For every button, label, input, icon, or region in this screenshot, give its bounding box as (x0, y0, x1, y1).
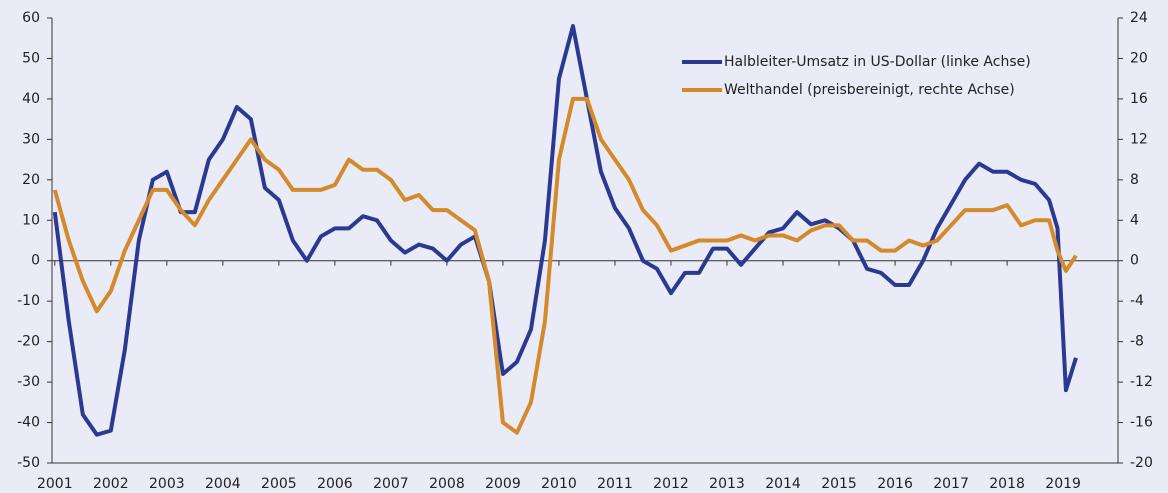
y2-tick-label: -12 (1130, 374, 1153, 390)
x-tick-label: 2017 (933, 476, 969, 492)
y-tick-label: 30 (22, 131, 40, 147)
y-tick-label: 0 (31, 253, 40, 269)
x-tick-label: 2008 (429, 476, 465, 492)
y2-tick-label: 20 (1130, 50, 1148, 66)
legend-label: Halbleiter-Umsatz in US-Dollar (linke Ac… (724, 54, 1031, 70)
y-tick-label: 10 (22, 212, 40, 228)
y2-tick-label: -8 (1130, 334, 1144, 350)
x-tick-label: 2015 (821, 476, 857, 492)
x-tick-label: 2004 (205, 476, 241, 492)
y-tick-label: -30 (17, 374, 40, 390)
x-tick-label: 2012 (653, 476, 689, 492)
y-tick-label: -50 (17, 455, 40, 471)
x-tick-label: 2018 (989, 476, 1025, 492)
x-tick-label: 2014 (765, 476, 801, 492)
x-tick-label: 2010 (541, 476, 577, 492)
x-tick-label: 2019 (1045, 476, 1081, 492)
x-tick-label: 2009 (485, 476, 521, 492)
x-tick-label: 2011 (597, 476, 633, 492)
y2-tick-label: -16 (1130, 415, 1153, 431)
y-tick-label: 40 (22, 91, 40, 107)
legend-label: Welthandel (preisbereinigt, rechte Achse… (724, 82, 1015, 98)
x-tick-label: 2001 (37, 476, 73, 492)
series-line (52, 96, 1078, 435)
y2-tick-label: 8 (1130, 172, 1139, 188)
y-tick-label: 20 (22, 172, 40, 188)
series-line (52, 24, 1078, 437)
x-tick-label: 2007 (373, 476, 409, 492)
y-tick-label: 50 (22, 50, 40, 66)
y-tick-label: 60 (22, 10, 40, 26)
x-tick-label: 2005 (261, 476, 297, 492)
x-tick-label: 2016 (877, 476, 913, 492)
y2-tick-label: 24 (1130, 10, 1148, 26)
x-tick-label: 2002 (93, 476, 129, 492)
y2-tick-label: 12 (1130, 131, 1148, 147)
y2-tick-label: -20 (1130, 455, 1153, 471)
y-tick-label: -10 (17, 293, 40, 309)
y2-tick-label: 4 (1130, 212, 1139, 228)
x-tick-label: 2003 (149, 476, 185, 492)
y2-tick-label: 16 (1130, 91, 1148, 107)
y2-tick-label: 0 (1130, 253, 1139, 269)
y2-tick-label: -4 (1130, 293, 1144, 309)
x-tick-label: 2013 (709, 476, 745, 492)
y-tick-label: -40 (17, 415, 40, 431)
x-tick-label: 2006 (317, 476, 353, 492)
y-tick-label: -20 (17, 334, 40, 350)
